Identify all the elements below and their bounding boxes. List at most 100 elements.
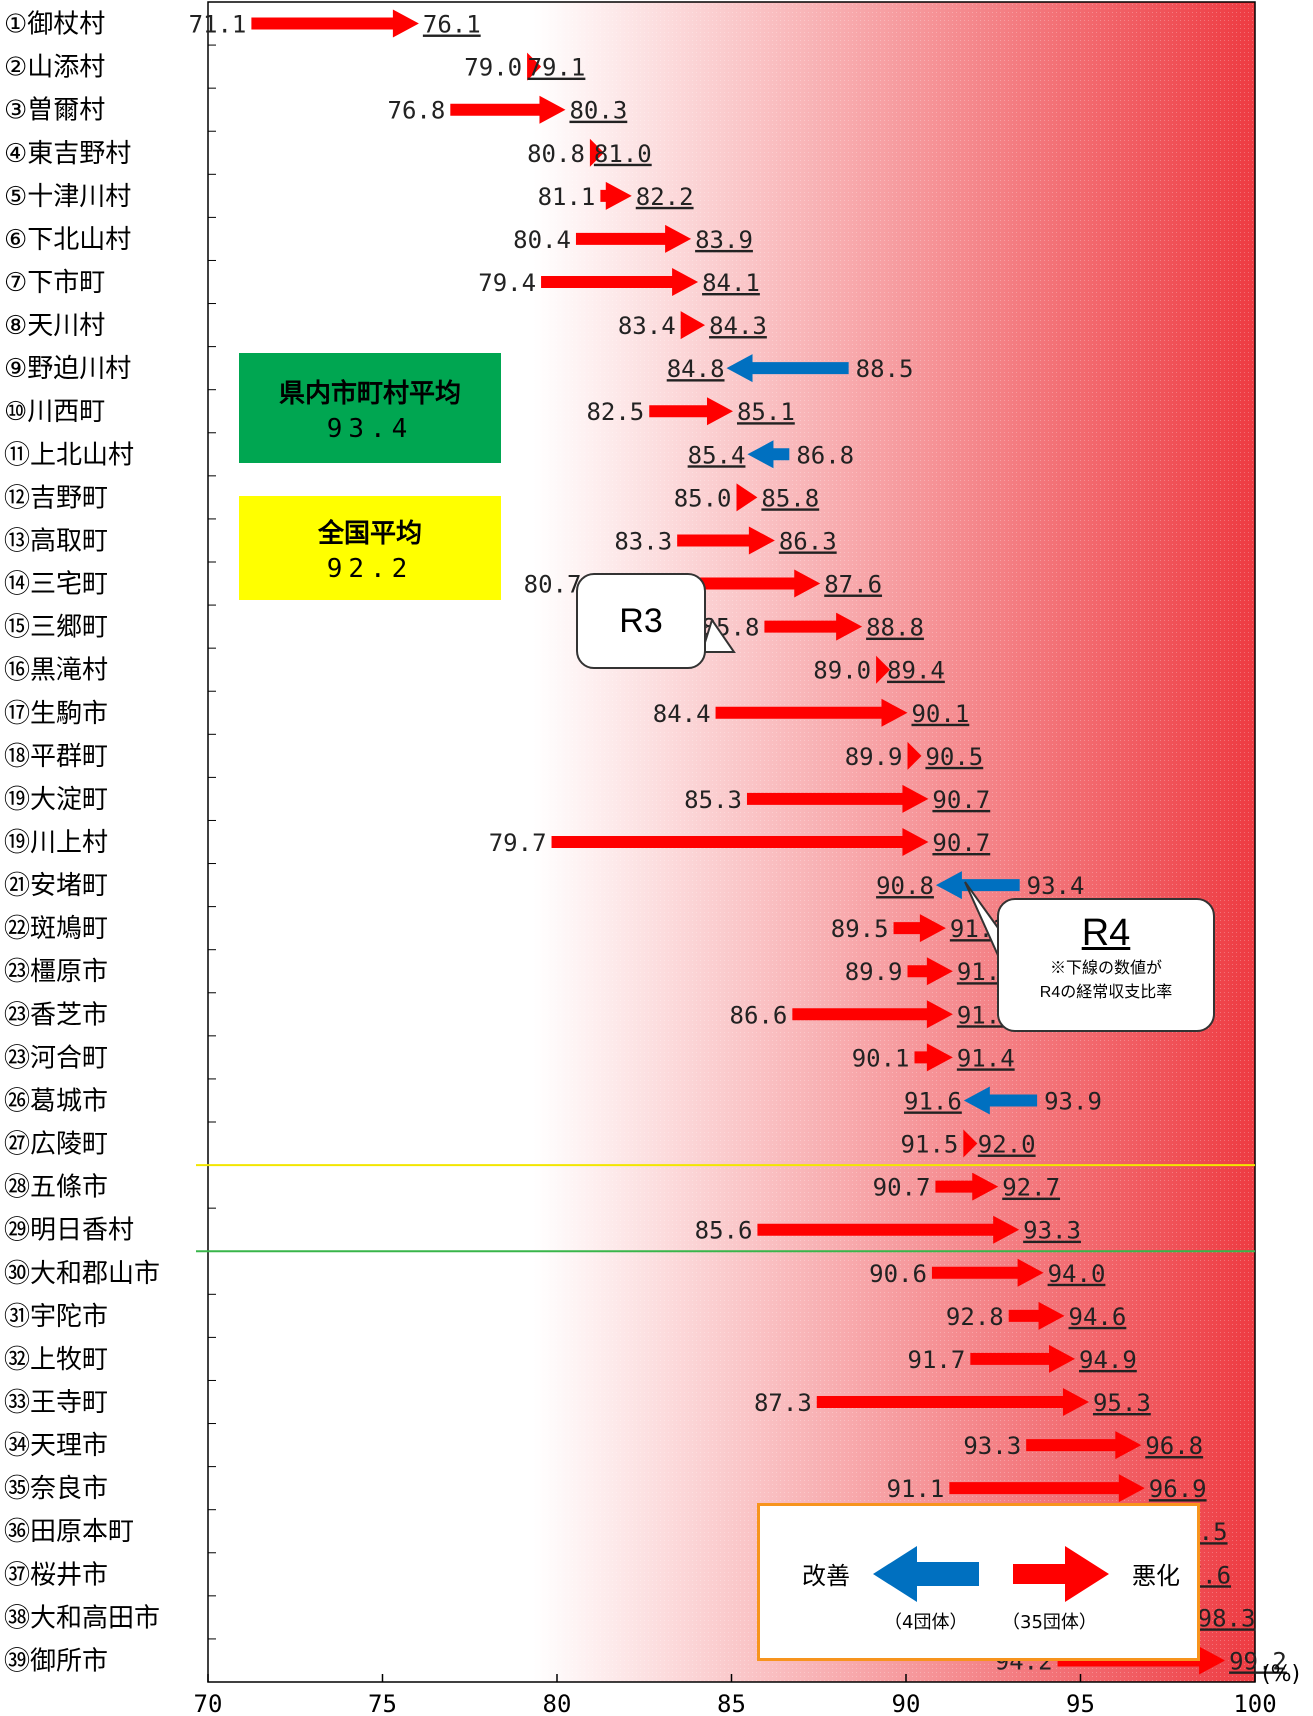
table-row: ⑱平群町 89.9 90.5	[4, 741, 983, 772]
change-arrow	[764, 612, 863, 641]
r3-value-label: 85.0	[674, 484, 732, 512]
legend-worse-label: 悪化	[1132, 1562, 1180, 1590]
r3-value-label: 71.1	[189, 11, 247, 39]
legend: 改善 悪化 （4団体） （35団体）	[757, 1503, 1200, 1661]
r4-value-label: 90.7	[932, 786, 990, 814]
row-label: ③曽爾村	[4, 96, 105, 126]
legend-better-label: 改善	[802, 1562, 850, 1590]
table-row: ㉜上牧町 91.7 94.9	[4, 1344, 1137, 1375]
x-tick-label: 90	[892, 1690, 921, 1716]
change-arrow	[527, 52, 542, 81]
table-row: ㉟奈良市 91.1 96.9	[4, 1474, 1207, 1504]
r4-value-label: 95.3	[1093, 1389, 1151, 1417]
x-tick-label: 95	[1066, 1690, 1095, 1716]
r4-value-label: 84.1	[702, 269, 760, 297]
table-row: ㉛宇陀市 92.8 94.6	[4, 1301, 1127, 1332]
r3-callout-tail	[700, 617, 736, 653]
row-label: ㉚大和郡山市	[4, 1259, 160, 1289]
r4-value-label: 92.0	[978, 1131, 1036, 1159]
national-average-title: 全国平均	[317, 518, 422, 549]
change-arrow	[677, 526, 775, 555]
r3-value-label: 87.3	[754, 1389, 812, 1417]
r3-value-label: 90.7	[873, 1174, 931, 1202]
change-arrow	[715, 698, 908, 727]
change-arrow	[907, 957, 953, 986]
table-row: ㉓河合町 90.1 91.4	[4, 1043, 1015, 1073]
r4-callout-note-2: R4の経常収支比率	[1039, 984, 1173, 1001]
row-label: ㊱田原本町	[4, 1517, 134, 1547]
row-label: ⑥下北山村	[4, 225, 131, 255]
pref-average-box: 県内市町村平均 93.4	[239, 353, 501, 463]
row-label: ⑨野迫川村	[4, 354, 131, 384]
x-tick-label: 70	[194, 1690, 223, 1716]
row-label: ㊳大和高田市	[4, 1603, 160, 1633]
row-label: ⑪上北山村	[4, 440, 134, 470]
table-row: ㉑安堵町 93.4 90.8	[4, 871, 1084, 901]
r3-value-label: 76.8	[388, 97, 446, 125]
legend-worse-arrow-icon	[1013, 1546, 1109, 1602]
r3-value-label: 80.4	[513, 226, 571, 254]
change-arrow	[450, 95, 566, 124]
r3-value-label: 86.8	[796, 441, 854, 469]
change-arrow	[251, 9, 419, 38]
pref-average-title: 県内市町村平均	[278, 378, 461, 409]
r4-value-label: 88.8	[866, 614, 924, 642]
row-label: ㉞天理市	[4, 1431, 108, 1461]
table-row: ㉝王寺町 87.3 95.3	[4, 1388, 1151, 1418]
change-arrow	[600, 181, 632, 210]
r4-value-label: 90.8	[876, 872, 934, 900]
r4-value-label: 91.6	[904, 1087, 962, 1115]
row-label: ⑭三宅町	[4, 570, 108, 600]
change-arrow	[541, 268, 699, 296]
x-tick-label: 75	[368, 1690, 397, 1716]
table-row: ⑲川上村 79.7 90.7	[4, 828, 990, 858]
table-row: ①御杖村 71.1 76.1	[4, 10, 481, 40]
change-arrow	[551, 828, 929, 856]
change-arrow	[575, 224, 692, 253]
r3-value-label: 91.5	[901, 1131, 959, 1159]
row-label: ⑧天川村	[4, 311, 105, 341]
r4-value-label: 94.6	[1069, 1303, 1127, 1331]
legend-better-arrow-icon	[873, 1546, 979, 1602]
r3-value-label: 85.3	[684, 786, 742, 814]
r4-callout: R4 ※下線の数値が R4の経常収支比率	[997, 898, 1215, 1032]
change-arrow	[816, 1388, 1089, 1416]
row-label: ㊴御所市	[4, 1646, 108, 1676]
row-label: ⑬高取町	[4, 526, 108, 556]
row-label: ㉓河合町	[4, 1043, 108, 1073]
row-label: ⑱平群町	[4, 742, 108, 772]
change-arrow	[589, 138, 604, 167]
r4-value-label: 90.5	[925, 743, 983, 771]
change-arrow	[876, 655, 891, 684]
x-tick-label: 85	[717, 1690, 746, 1716]
r4-value-label: 81.0	[594, 140, 652, 168]
change-arrow	[970, 1344, 1076, 1373]
r3-value-label: 81.1	[538, 183, 596, 211]
row-label: ㉗広陵町	[4, 1130, 108, 1160]
table-row: ⑨野迫川村 88.5 84.8	[4, 354, 913, 384]
row-label: ⑲大淀町	[4, 785, 108, 815]
r4-value-label: 92.7	[1002, 1174, 1060, 1202]
r3-value-label: 91.7	[908, 1346, 966, 1374]
row-label: ㊲桜井市	[4, 1560, 108, 1590]
r4-value-label: 89.4	[887, 657, 945, 685]
table-row: ⑰生駒市 84.4 90.1	[4, 698, 969, 729]
r3-value-label: 93.9	[1044, 1087, 1102, 1115]
x-tick-label: 80	[543, 1690, 572, 1716]
r3-callout: R3	[576, 573, 706, 669]
r3-value-label: 90.1	[852, 1044, 910, 1072]
change-arrow	[963, 1086, 1038, 1115]
y-axis-ticks	[208, 1, 216, 1683]
change-arrow	[736, 483, 758, 512]
legend-worse-count: （35団体）	[1002, 1612, 1097, 1633]
table-row: ⑥下北山村 80.4 83.9	[4, 224, 753, 255]
change-arrow	[935, 871, 1020, 900]
table-row: ⑩川西町 82.5 85.1	[4, 397, 795, 427]
change-arrow	[935, 1172, 999, 1201]
r4-value-label: 93.3	[1023, 1217, 1081, 1245]
r3-value-label: 85.6	[695, 1217, 753, 1245]
r3-value-label: 80.8	[527, 140, 585, 168]
r3-value-label: 93.3	[963, 1432, 1021, 1460]
row-label: ㉒斑鳩町	[4, 914, 108, 944]
r4-value-label: 87.6	[824, 571, 882, 599]
